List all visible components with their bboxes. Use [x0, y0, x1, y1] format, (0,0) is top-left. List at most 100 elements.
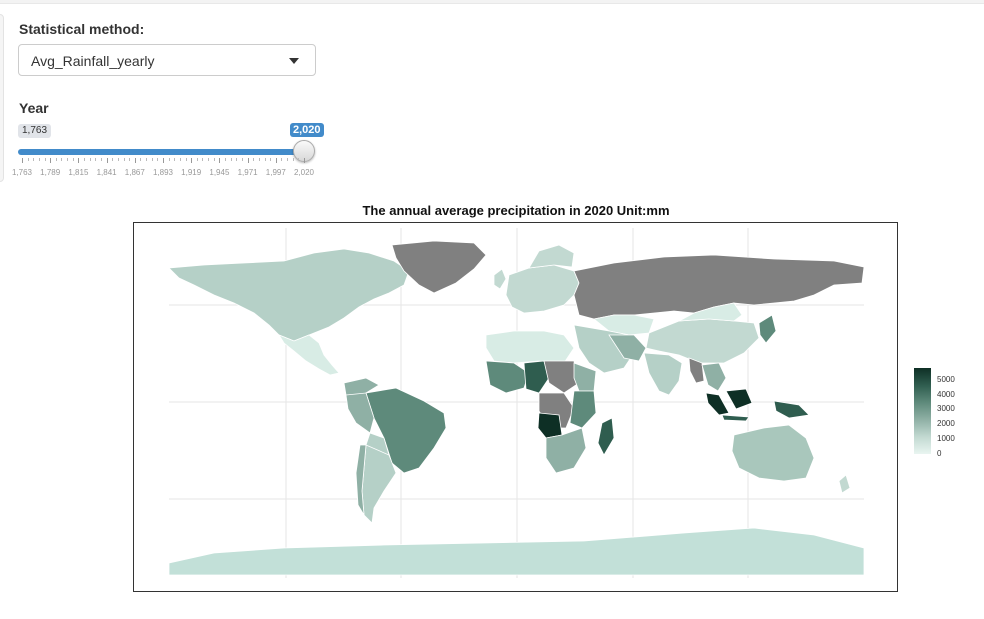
country-uk — [493, 268, 507, 290]
slider-minor-tick — [146, 158, 148, 161]
chevron-down-icon[interactable] — [289, 58, 299, 64]
country-antarctica — [168, 527, 865, 576]
slider-tick — [304, 158, 305, 163]
slider-minor-tick — [33, 158, 35, 161]
slider-minor-tick — [208, 158, 210, 161]
country-angola — [537, 412, 563, 439]
slider-minor-tick — [84, 158, 86, 161]
slider-minor-tick — [157, 158, 159, 161]
country-europe — [505, 264, 580, 314]
country-east-africa — [569, 390, 597, 429]
slider-tick — [219, 158, 221, 163]
country-new-zealand — [838, 474, 851, 494]
slider-minor-tick — [38, 158, 40, 161]
slider-minor-tick — [95, 158, 97, 161]
slider-minor-tick — [100, 158, 102, 161]
slider-minor-tick — [129, 158, 131, 161]
country-se-asia — [701, 362, 727, 392]
slider-minor-tick — [225, 158, 227, 161]
slider-minor-tick — [185, 158, 187, 161]
country-sudan — [543, 360, 580, 394]
slider-tick — [134, 158, 136, 163]
country-japan — [758, 314, 777, 344]
slider-tick — [191, 158, 193, 163]
country-scandinavia — [528, 244, 575, 269]
slider-minor-tick — [123, 158, 125, 161]
slider-minor-tick — [230, 158, 232, 161]
legend-label: 2000 — [937, 419, 955, 428]
country-ethiopia — [573, 362, 597, 392]
country-java — [721, 414, 750, 422]
country-india — [643, 352, 683, 396]
legend-label: 3000 — [937, 404, 955, 413]
slider-minor-tick — [174, 158, 176, 161]
country-west-africa — [485, 360, 530, 394]
slider-minor-tick — [117, 158, 119, 161]
country-north-africa — [485, 330, 575, 364]
slider-tick-label: 1,815 — [68, 168, 89, 177]
slider-tick-label: 1,997 — [265, 168, 286, 177]
year-slider[interactable]: 1,763 2,020 1,763 1,789 1,815 1,841 1,867 1,8… — [12, 120, 324, 180]
slider-minor-tick — [213, 158, 215, 161]
slider-tick — [163, 158, 164, 163]
country-myanmar — [688, 357, 705, 384]
slider-minor-tick — [140, 158, 142, 161]
sidebar-panel — [0, 14, 4, 182]
method-label: Statistical method: — [19, 21, 145, 37]
country-chile — [355, 444, 367, 516]
slider-minor-tick — [196, 158, 198, 161]
slider-track[interactable] — [18, 149, 304, 155]
map-plot — [133, 222, 898, 592]
slider-tick-label: 1,789 — [40, 168, 61, 177]
slider-tick — [247, 158, 249, 163]
legend-label: 1000 — [937, 434, 955, 443]
country-greenland — [391, 240, 487, 294]
slider-tick — [275, 158, 277, 163]
slider-minor-tick — [292, 158, 294, 161]
method-select[interactable]: Avg_Rainfall_yearly — [18, 44, 316, 76]
legend-label: 0 — [937, 449, 942, 458]
country-australia — [731, 424, 815, 482]
slider-minor-tick — [72, 158, 74, 161]
slider-minor-tick — [67, 158, 69, 161]
slider-tick-label: 1,945 — [209, 168, 230, 177]
country-north-america — [168, 248, 410, 342]
slider-tick — [106, 158, 108, 163]
country-madagascar — [597, 417, 615, 456]
country-mexico — [278, 334, 340, 376]
country-southern-africa — [545, 427, 587, 474]
slider-minor-tick — [89, 158, 91, 161]
slider-tick-label: 2,020 — [293, 168, 315, 177]
slider-minor-tick — [202, 158, 204, 161]
method-select-value: Avg_Rainfall_yearly — [31, 53, 155, 69]
slider-minor-tick — [27, 158, 29, 161]
year-min-badge: 1,763 — [18, 124, 52, 138]
slider-minor-tick — [168, 158, 170, 161]
country-mongolia — [678, 302, 743, 322]
legend-colorbar — [914, 368, 931, 454]
slider-tick-label: 1,763 — [11, 168, 33, 177]
slider-minor-tick — [61, 158, 63, 161]
country-brazil — [365, 387, 447, 474]
slider-tick — [50, 158, 52, 163]
year-label: Year — [19, 100, 49, 116]
country-borneo — [725, 388, 753, 410]
slider-minor-tick — [112, 158, 114, 161]
slider-minor-tick — [151, 158, 153, 161]
country-new-guinea — [773, 400, 810, 419]
slider-minor-tick — [55, 158, 57, 161]
legend-label: 4000 — [937, 390, 955, 399]
slider-minor-tick — [281, 158, 283, 161]
slider-tick-label: 1,841 — [96, 168, 117, 177]
slider-tick — [22, 158, 23, 163]
slider-minor-tick — [236, 158, 238, 161]
world-map — [168, 228, 865, 578]
slider-minor-tick — [258, 158, 260, 161]
year-value-badge: 2,020 — [290, 123, 324, 137]
chart-title: The annual average precipitation in 2020… — [362, 203, 670, 218]
legend-label: 5000 — [937, 375, 955, 384]
slider-minor-tick — [298, 158, 300, 161]
slider-tick-label: 1,867 — [124, 168, 145, 177]
slider-tick-label: 1,971 — [237, 168, 258, 177]
slider-minor-tick — [44, 158, 46, 161]
